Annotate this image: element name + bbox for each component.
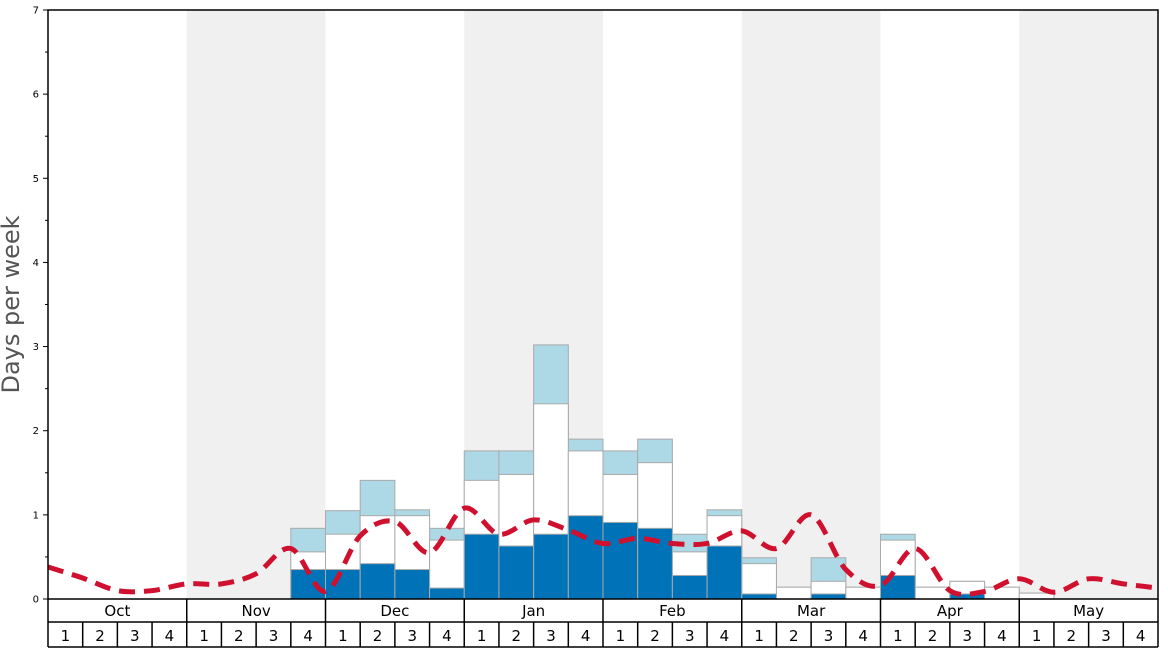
y-tick-label-3: 3 bbox=[33, 342, 39, 353]
bar-white-21 bbox=[775, 586, 812, 600]
bar-dark-16 bbox=[602, 521, 639, 600]
month-shade-mar bbox=[741, 10, 881, 599]
month-shade-nov bbox=[186, 10, 326, 599]
week-label-mar-3: 3 bbox=[824, 627, 834, 645]
y-tick-label-1: 1 bbox=[33, 510, 39, 521]
bar-white-23 bbox=[845, 586, 881, 600]
month-label-dec: Dec bbox=[380, 602, 409, 620]
week-label-apr-4: 4 bbox=[997, 627, 1007, 645]
week-label-mar-2: 2 bbox=[789, 627, 799, 645]
bar-dark-11 bbox=[429, 587, 465, 600]
y-tick-label-5: 5 bbox=[33, 174, 39, 185]
y-tick-label-2: 2 bbox=[33, 426, 39, 437]
week-label-oct-4: 4 bbox=[165, 627, 175, 645]
week-label-nov-4: 4 bbox=[303, 627, 313, 645]
week-label-may-2: 2 bbox=[1067, 627, 1077, 645]
week-label-nov-1: 1 bbox=[199, 627, 209, 645]
week-label-oct-1: 1 bbox=[61, 627, 71, 645]
week-label-apr-1: 1 bbox=[893, 627, 903, 645]
month-shading bbox=[186, 10, 1158, 599]
bar-dark-22 bbox=[810, 593, 847, 600]
week-label-jan-2: 2 bbox=[512, 627, 522, 645]
month-label-mar: Mar bbox=[797, 602, 826, 620]
x-axis: Oct 1 2 3 4 Nov 1 2 3 4 Dec 1 2 3 4 Jan 1 2 3 4 Feb 1 2 3 4 Mar 1 2… bbox=[47, 599, 1159, 648]
month-shade-may bbox=[1019, 10, 1158, 599]
bar-dark-9 bbox=[359, 563, 396, 600]
month-label-jan: Jan bbox=[521, 602, 545, 620]
week-label-may-4: 4 bbox=[1136, 627, 1146, 645]
y-tick-label-4: 4 bbox=[33, 258, 39, 269]
week-label-jan-3: 3 bbox=[546, 627, 556, 645]
week-label-feb-4: 4 bbox=[720, 627, 730, 645]
bar-dark-10 bbox=[394, 569, 431, 600]
y-axis-label: Days per week bbox=[0, 215, 25, 393]
week-label-dec-3: 3 bbox=[407, 627, 417, 645]
week-label-may-1: 1 bbox=[1032, 627, 1042, 645]
week-label-oct-3: 3 bbox=[130, 627, 140, 645]
y-tick-label-7: 7 bbox=[33, 6, 39, 17]
week-label-dec-1: 1 bbox=[338, 627, 348, 645]
bar-white-25 bbox=[914, 586, 951, 600]
month-label-may: May bbox=[1073, 602, 1104, 620]
average-line-layer bbox=[47, 505, 1159, 598]
month-label-nov: Nov bbox=[241, 602, 270, 620]
week-label-oct-2: 2 bbox=[95, 627, 105, 645]
bar-white-27 bbox=[984, 586, 1020, 600]
average-line bbox=[47, 505, 1159, 598]
week-label-feb-2: 2 bbox=[650, 627, 660, 645]
y-axis: 0 1 2 3 4 5 6 7 bbox=[33, 6, 48, 606]
bar-dark-13 bbox=[498, 545, 535, 600]
week-label-jan-1: 1 bbox=[477, 627, 487, 645]
bar-dark-18 bbox=[671, 574, 708, 600]
month-label-feb: Feb bbox=[659, 602, 686, 620]
week-label-dec-2: 2 bbox=[373, 627, 383, 645]
bar-dark-14 bbox=[533, 533, 569, 600]
week-label-dec-4: 4 bbox=[442, 627, 452, 645]
week-label-mar-1: 1 bbox=[754, 627, 764, 645]
week-label-feb-1: 1 bbox=[616, 627, 626, 645]
week-label-apr-3: 3 bbox=[962, 627, 972, 645]
week-label-apr-2: 2 bbox=[928, 627, 938, 645]
y-tick-label-6: 6 bbox=[33, 90, 39, 101]
month-label-oct: Oct bbox=[104, 602, 130, 620]
week-label-jan-4: 4 bbox=[581, 627, 591, 645]
week-label-feb-3: 3 bbox=[685, 627, 695, 645]
y-tick-label-0: 0 bbox=[33, 595, 39, 606]
bar-dark-15 bbox=[567, 515, 604, 600]
week-label-may-3: 3 bbox=[1101, 627, 1111, 645]
bars bbox=[290, 344, 1055, 600]
week-label-nov-2: 2 bbox=[234, 627, 244, 645]
week-label-nov-3: 3 bbox=[269, 627, 279, 645]
bar-dark-20 bbox=[741, 593, 777, 600]
month-label-apr: Apr bbox=[937, 602, 964, 620]
week-label-mar-4: 4 bbox=[858, 627, 868, 645]
bar-dark-19 bbox=[706, 545, 743, 600]
bar-dark-12 bbox=[463, 533, 500, 600]
